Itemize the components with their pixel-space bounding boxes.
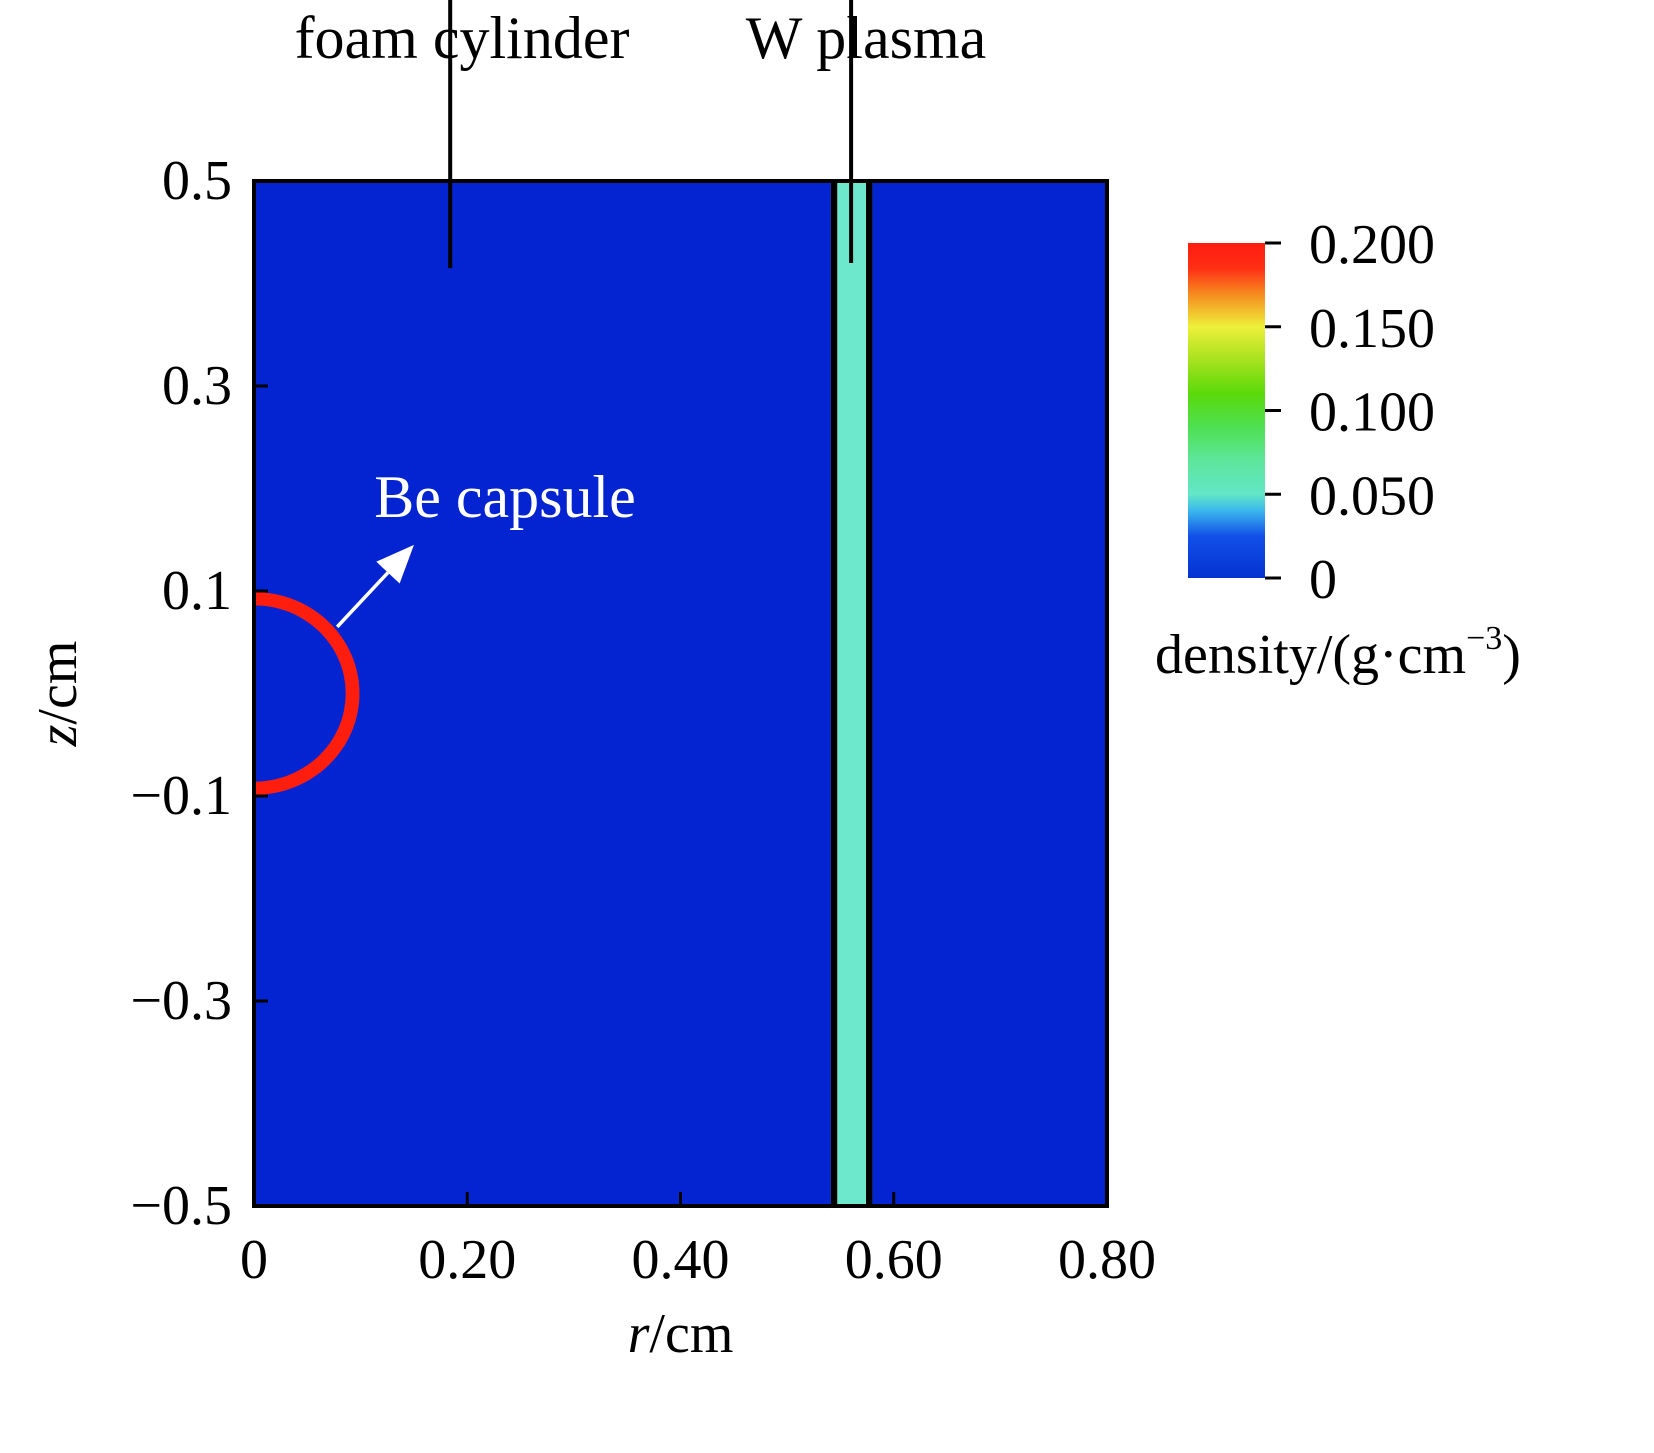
w-plasma-region <box>830 181 873 1206</box>
be-capsule-arrow <box>335 544 414 629</box>
y-tick-label: 0.5 <box>162 150 232 212</box>
colorbar: 0.200 0.150 0.100 0.050 0 <box>1188 214 1435 611</box>
x-axis-unit: /cm <box>649 1303 733 1365</box>
y-axis-unit: /cm <box>27 641 89 725</box>
colorbar-title-superscript: −3 <box>1466 620 1502 657</box>
x-tick-label: 0.80 <box>1058 1229 1156 1291</box>
y-tick-label: 0.1 <box>162 560 232 622</box>
y-tick-label: −0.1 <box>130 765 232 827</box>
x-tick-label: 0.60 <box>845 1229 943 1291</box>
foam-cylinder-arrow <box>448 0 453 269</box>
y-tick-label: −0.3 <box>130 970 232 1032</box>
be-capsule-label: Be capsule <box>374 464 636 530</box>
foam-cylinder-label: foam cylinder <box>295 5 630 71</box>
x-axis-variable: r <box>628 1303 650 1365</box>
plot-area <box>254 181 1107 1206</box>
annotations: foam cylinder W plasma Be capsule <box>295 0 987 629</box>
colorbar-title-close: ) <box>1502 624 1521 686</box>
colorbar-bar <box>1188 243 1265 578</box>
x-tick-label: 0.20 <box>418 1229 516 1291</box>
arrow-shaft <box>335 571 390 629</box>
x-tick-label: 0.40 <box>632 1229 730 1291</box>
colorbar-tick-label: 0.050 <box>1309 465 1435 527</box>
w-plasma-arrow <box>849 0 854 263</box>
y-tick-label: −0.5 <box>130 1175 232 1237</box>
y-tick-label: 0.3 <box>162 355 232 417</box>
colorbar-tick-label: 0.100 <box>1309 382 1435 444</box>
colorbar-title: density/(g·cm−3) <box>1155 620 1521 686</box>
colorbar-tick-label: 0.200 <box>1309 214 1435 276</box>
be-capsule-shell <box>254 592 360 795</box>
x-axis-title: r/cm <box>628 1303 734 1365</box>
arrow-head <box>376 544 414 584</box>
colorbar-title-text: density/(g·cm <box>1155 624 1466 686</box>
axes: 0 0.20 0.40 0.60 0.80 0.5 0.3 0.1 −0.1 −0.3 −0.5 <box>130 150 1156 1291</box>
y-axis-title: z/cm <box>27 641 89 748</box>
colorbar-tick-label: 0 <box>1309 549 1337 611</box>
colorbar-tick-label: 0.150 <box>1309 298 1435 360</box>
foam-cylinder-region <box>254 181 1107 1206</box>
w-plasma-label: W plasma <box>746 5 987 71</box>
x-tick-label: 0 <box>240 1229 268 1291</box>
y-axis-variable: z <box>27 724 89 747</box>
